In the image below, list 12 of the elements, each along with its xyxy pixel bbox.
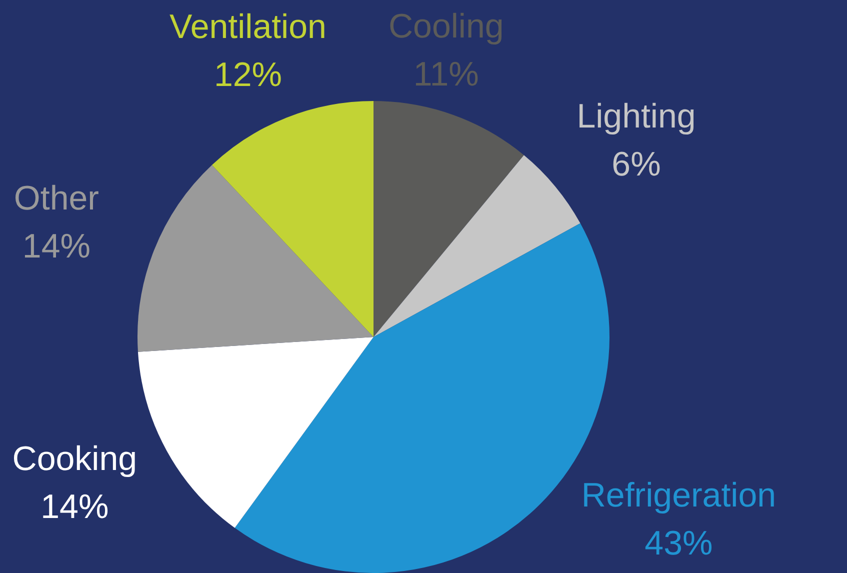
data-label: 14% <box>22 228 90 266</box>
data-label: 14% <box>40 488 109 526</box>
slice-label: Cooling <box>388 7 504 46</box>
slice-label: Cooking <box>12 440 138 478</box>
slice-label: Lighting <box>576 97 696 136</box>
data-label: 12% <box>214 56 282 94</box>
data-label: 11% <box>413 55 479 94</box>
slice-label: Ventilation <box>170 8 326 46</box>
data-label: 43% <box>644 524 713 562</box>
slice-label: Other <box>14 180 99 218</box>
data-label: 6% <box>612 145 661 184</box>
slice-label: Refrigeration <box>581 476 776 514</box>
